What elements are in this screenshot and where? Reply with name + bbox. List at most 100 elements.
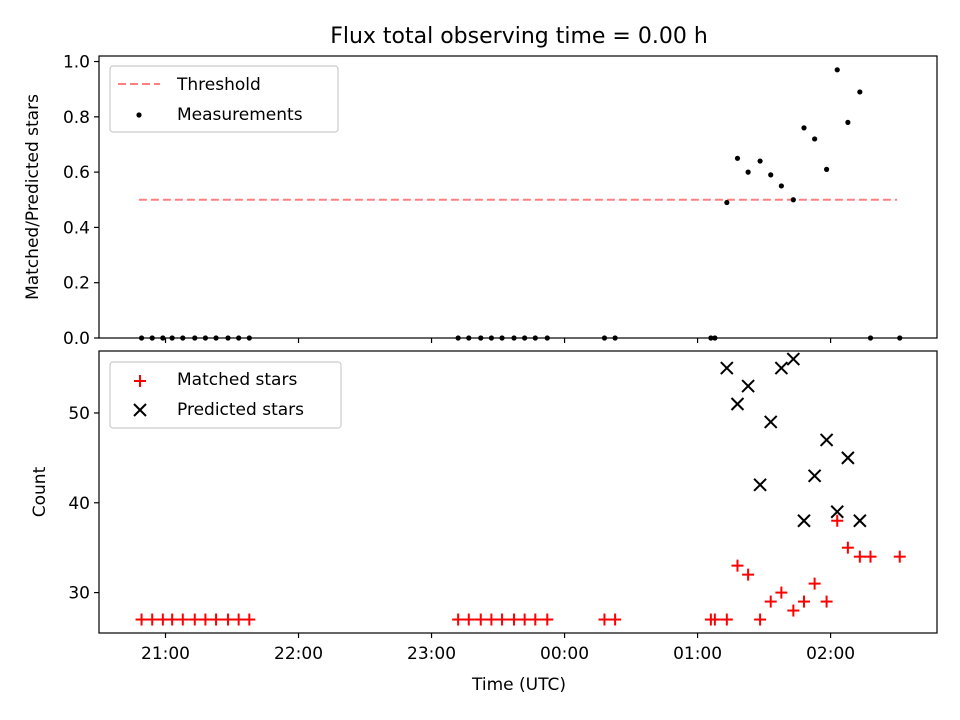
ratio-x-ticks bbox=[164, 338, 832, 343]
matched-star-point bbox=[496, 613, 509, 626]
ratio-legend: Threshold Measurements bbox=[109, 65, 339, 133]
x-tick-label: 02:00 bbox=[806, 644, 855, 664]
measurement-point bbox=[790, 197, 796, 203]
matched-star-point bbox=[853, 550, 866, 563]
matched-star-point bbox=[864, 550, 877, 563]
measurement-point bbox=[757, 158, 763, 164]
predicted-star-point bbox=[764, 415, 778, 429]
predicted-star-point bbox=[786, 352, 801, 366]
matched-star-point bbox=[598, 613, 611, 626]
matched-star-point bbox=[764, 595, 777, 608]
matched-star-point bbox=[708, 613, 721, 626]
measurement-point bbox=[768, 172, 774, 178]
count-legend: Matched stars Predicted stars bbox=[109, 361, 342, 429]
legend-measurements-label: Measurements bbox=[177, 105, 303, 125]
matched-star-point bbox=[541, 613, 554, 626]
matched-star-point bbox=[775, 586, 788, 599]
legend-predicted-marker bbox=[133, 403, 147, 417]
legend-matched-label: Matched stars bbox=[177, 370, 297, 390]
matched-star-point bbox=[820, 595, 833, 608]
matched-stars-layer bbox=[135, 514, 906, 626]
count-x-ticks: 21:00 22:00 23:00 00:00 01:00 02:00 bbox=[141, 633, 855, 664]
count-panel: 30 40 50 21:00 22:00 23:00 00:00 01:00 02:00 Co… bbox=[30, 350, 938, 695]
count-y-ticks: 30 40 50 bbox=[68, 404, 99, 604]
matched-star-point bbox=[146, 613, 159, 626]
y-tick-label: 50 bbox=[68, 404, 90, 424]
measurement-point bbox=[857, 89, 863, 95]
measurement-point bbox=[823, 166, 830, 172]
figure-title: Flux total observing time = 0.00 h bbox=[330, 24, 708, 49]
matched-star-point bbox=[232, 613, 245, 626]
measurement-point bbox=[801, 125, 807, 131]
legend-predicted-label: Predicted stars bbox=[177, 400, 304, 420]
predicted-star-point bbox=[720, 361, 734, 375]
predicted-star-point bbox=[753, 478, 767, 492]
measurement-point bbox=[734, 155, 741, 161]
y-tick-label: 0.2 bbox=[63, 274, 90, 294]
x-tick-label: 00:00 bbox=[540, 644, 589, 664]
matched-star-point bbox=[518, 613, 531, 626]
matched-star-point bbox=[754, 613, 767, 626]
measurement-point bbox=[812, 136, 818, 142]
matched-star-point bbox=[831, 514, 844, 527]
legend-measurements-marker bbox=[136, 112, 142, 118]
predicted-star-point bbox=[797, 514, 811, 528]
matched-star-point bbox=[452, 613, 465, 626]
legend-threshold-label: Threshold bbox=[176, 75, 261, 95]
predicted-star-point bbox=[853, 514, 867, 528]
x-tick-label: 22:00 bbox=[274, 644, 323, 664]
measurement-point bbox=[745, 169, 751, 175]
count-x-axis-label: Time (UTC) bbox=[471, 675, 566, 695]
matched-star-point bbox=[166, 613, 179, 626]
predicted-star-point bbox=[807, 469, 822, 483]
matched-star-point bbox=[508, 613, 521, 626]
y-tick-label: 0.8 bbox=[63, 108, 90, 128]
matched-star-point bbox=[199, 613, 212, 626]
y-tick-label: 30 bbox=[68, 584, 90, 604]
predicted-star-point bbox=[730, 397, 745, 411]
y-tick-label: 0.4 bbox=[63, 218, 90, 238]
matched-star-point bbox=[808, 577, 821, 590]
matched-star-point bbox=[485, 613, 498, 626]
ratio-y-ticks: 0.0 0.2 0.4 0.6 0.8 1.0 bbox=[63, 53, 99, 349]
y-tick-label: 0.0 bbox=[63, 329, 90, 349]
matched-star-point bbox=[210, 613, 223, 626]
x-tick-label: 21:00 bbox=[141, 644, 190, 664]
measurement-point bbox=[724, 199, 730, 206]
matched-star-point bbox=[731, 559, 744, 572]
matched-star-point bbox=[720, 613, 733, 626]
matched-star-point bbox=[222, 613, 235, 626]
ratio-panel: 0.0 0.2 0.4 0.6 0.8 1.0 Matched/Predicted sta… bbox=[23, 53, 938, 349]
measurement-point bbox=[778, 183, 784, 189]
x-tick-label: 01:00 bbox=[673, 644, 722, 664]
predicted-star-point bbox=[741, 379, 755, 393]
matched-star-point bbox=[243, 613, 256, 626]
measurement-point bbox=[834, 67, 840, 73]
predicted-star-point bbox=[774, 361, 789, 375]
matched-star-point bbox=[188, 613, 201, 626]
measurement-point bbox=[845, 119, 851, 125]
predicted-star-point bbox=[841, 451, 855, 465]
y-tick-label: 0.6 bbox=[63, 163, 90, 183]
y-tick-label: 40 bbox=[68, 494, 90, 514]
matched-star-point bbox=[609, 613, 622, 626]
matched-star-point bbox=[841, 541, 854, 554]
predicted-star-point bbox=[830, 505, 844, 519]
matched-star-point bbox=[474, 613, 487, 626]
matched-star-point bbox=[742, 568, 755, 581]
matched-star-point bbox=[529, 613, 542, 626]
matched-star-point bbox=[462, 613, 475, 626]
matched-star-point bbox=[176, 613, 189, 626]
y-tick-label: 1.0 bbox=[63, 53, 90, 73]
predicted-stars-layer bbox=[720, 352, 867, 528]
legend-matched-marker bbox=[134, 375, 146, 387]
x-tick-label: 23:00 bbox=[407, 644, 456, 664]
ratio-y-axis-label: Matched/Predicted stars bbox=[23, 94, 43, 300]
matched-star-point bbox=[797, 595, 810, 608]
matched-star-point bbox=[135, 613, 148, 626]
predicted-star-point bbox=[819, 433, 834, 447]
count-legend-box bbox=[109, 361, 342, 429]
matched-star-point bbox=[787, 604, 800, 617]
ratio-legend-box bbox=[109, 65, 339, 133]
